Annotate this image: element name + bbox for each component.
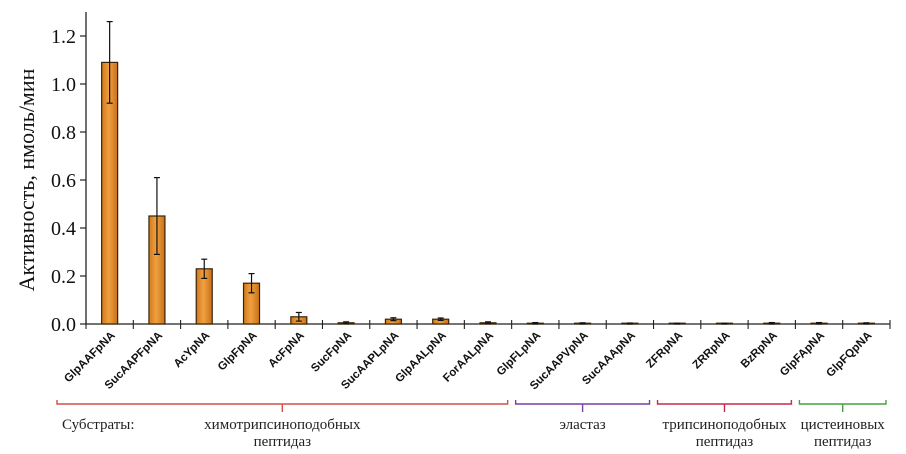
- group-bracket-0: [56, 400, 509, 412]
- y-tick-label: 0.6: [51, 170, 76, 192]
- y-tick-label: 1.2: [51, 26, 76, 48]
- group-label-line1: трипсиноподобных: [662, 417, 786, 433]
- group-label-line2: пептидаз: [254, 434, 312, 450]
- y-axis-label: Активность, нмоль/мин: [14, 68, 39, 291]
- x-tick-label-BzRpNA: BzRpNA: [739, 330, 780, 371]
- group-label-line1: эластаз: [559, 417, 605, 433]
- bars: [101, 61, 875, 325]
- group-label-line1: химотрипсиноподобных: [204, 417, 361, 433]
- error-bars: [106, 21, 870, 325]
- x-tick-label-GlpFpNA: GlpFpNA: [216, 330, 260, 374]
- x-tick-label-SucFpNA: SucFpNA: [309, 330, 354, 375]
- group-label-line2: пептидаз: [814, 434, 872, 450]
- y-tick-label: 1.0: [51, 74, 76, 96]
- group-label-line2: пептидаз: [696, 434, 754, 450]
- x-tick-label-GlpFApNA: GlpFApNA: [778, 330, 827, 379]
- y-axis: 0.0 0.2 0.4 0.6 0.8 1.0 1.2: [51, 12, 87, 336]
- y-tick-label: 0.8: [51, 122, 76, 144]
- x-tick-label-GlpFQpNA: GlpFQpNA: [824, 330, 874, 380]
- x-tick-label-ZFRpNA: ZFRpNA: [644, 330, 685, 371]
- y-tick-label: 0.2: [51, 266, 76, 288]
- y-tick-label: 0.0: [51, 314, 76, 336]
- y-tick-label: 0.4: [51, 218, 76, 240]
- group-bracket-1: [514, 400, 651, 412]
- group-label-line1: цистеиновых: [801, 417, 886, 433]
- x-tick-label-ZRRpNA: ZRRpNA: [691, 330, 733, 372]
- group-bracket-2: [656, 400, 793, 412]
- x-tick-label-AcFpNA: AcFpNA: [266, 330, 307, 371]
- x-tick-label-AcYpNA: AcYpNA: [172, 330, 213, 371]
- x-tick-label-GlpFLpNA: GlpFLpNA: [495, 330, 544, 379]
- x-tick-label-ForAALpNA: ForAALpNA: [441, 330, 496, 385]
- group-bracket-3: [798, 400, 887, 412]
- substrates-label: Субстраты:: [62, 417, 135, 433]
